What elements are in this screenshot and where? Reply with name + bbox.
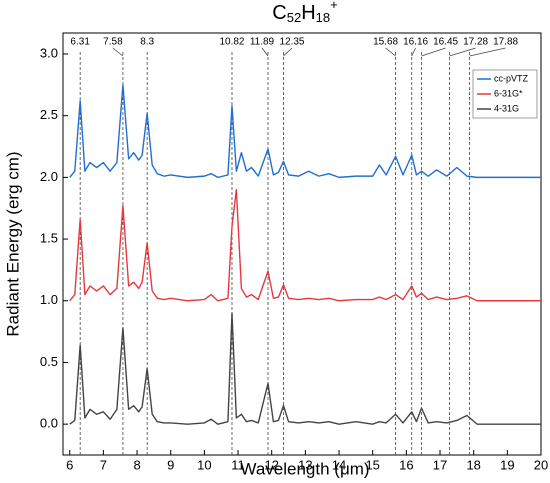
x-tick-label: 11 xyxy=(231,457,245,472)
x-tick-label: 10 xyxy=(197,457,211,472)
legend-label: 6-31G* xyxy=(494,88,523,98)
x-tick-label: 18 xyxy=(466,457,480,472)
x-tick-label: 17 xyxy=(433,457,447,472)
reference-leader xyxy=(421,47,446,57)
x-tick-label: 15 xyxy=(365,457,379,472)
x-axis-label: Wavelength (μm) xyxy=(240,459,369,478)
x-tick-label: 16 xyxy=(399,457,413,472)
legend-label: cc-pVTZ xyxy=(494,73,529,83)
y-tick-label: 2.0 xyxy=(40,169,58,184)
reference-label: 10.82 xyxy=(219,37,244,48)
reference-leader xyxy=(283,47,293,57)
reference-leader xyxy=(469,47,506,57)
chart-title: C52H18+ xyxy=(272,0,337,25)
series-line xyxy=(69,312,541,425)
y-axis-label: Radiant Energy (erg cm) xyxy=(3,151,22,336)
reference-label: 15.68 xyxy=(373,37,398,48)
x-tick-label: 14 xyxy=(332,457,346,472)
plot-frame xyxy=(62,32,542,456)
title-part: 18 xyxy=(316,10,330,25)
y-tick-label: 2.5 xyxy=(40,107,58,122)
x-tick-label: 20 xyxy=(534,457,548,472)
title-part: C xyxy=(272,2,286,24)
y-tick-label: 1.5 xyxy=(40,231,58,246)
x-tick-label: 6 xyxy=(66,457,73,472)
y-tick-label: 1.0 xyxy=(40,292,58,307)
x-tick-label: 12 xyxy=(264,457,278,472)
series-line xyxy=(69,189,541,302)
x-tick-label: 7 xyxy=(100,457,107,472)
y-tick-label: 3.0 xyxy=(40,45,58,60)
reference-leader xyxy=(449,47,476,57)
reference-label: 17.28 xyxy=(463,37,488,48)
reference-label: 11.89 xyxy=(250,37,275,48)
legend-label: 4-31G xyxy=(494,103,519,113)
reference-leader xyxy=(411,47,416,57)
x-tick-label: 8 xyxy=(133,457,140,472)
x-tick-label: 13 xyxy=(298,457,312,472)
x-tick-label: 19 xyxy=(500,457,514,472)
reference-leader xyxy=(385,47,396,57)
title-part: 52 xyxy=(287,10,301,25)
reference-label: 12.35 xyxy=(279,37,304,48)
reference-label: 17.88 xyxy=(493,37,518,48)
reference-label: 16.45 xyxy=(433,37,458,48)
reference-leader xyxy=(112,47,124,57)
x-tick-label: 9 xyxy=(167,457,174,472)
y-tick-label: 0.5 xyxy=(40,354,58,369)
series-line xyxy=(69,84,541,179)
reference-label: 16.16 xyxy=(403,37,428,48)
title-part: H xyxy=(301,2,315,24)
reference-label: 7.58 xyxy=(103,37,123,48)
y-tick-label: 0.0 xyxy=(40,416,58,431)
reference-label: 6.31 xyxy=(70,37,90,48)
title-part: + xyxy=(330,0,338,12)
reference-label: 8.3 xyxy=(140,37,154,48)
reference-leader xyxy=(261,47,269,57)
